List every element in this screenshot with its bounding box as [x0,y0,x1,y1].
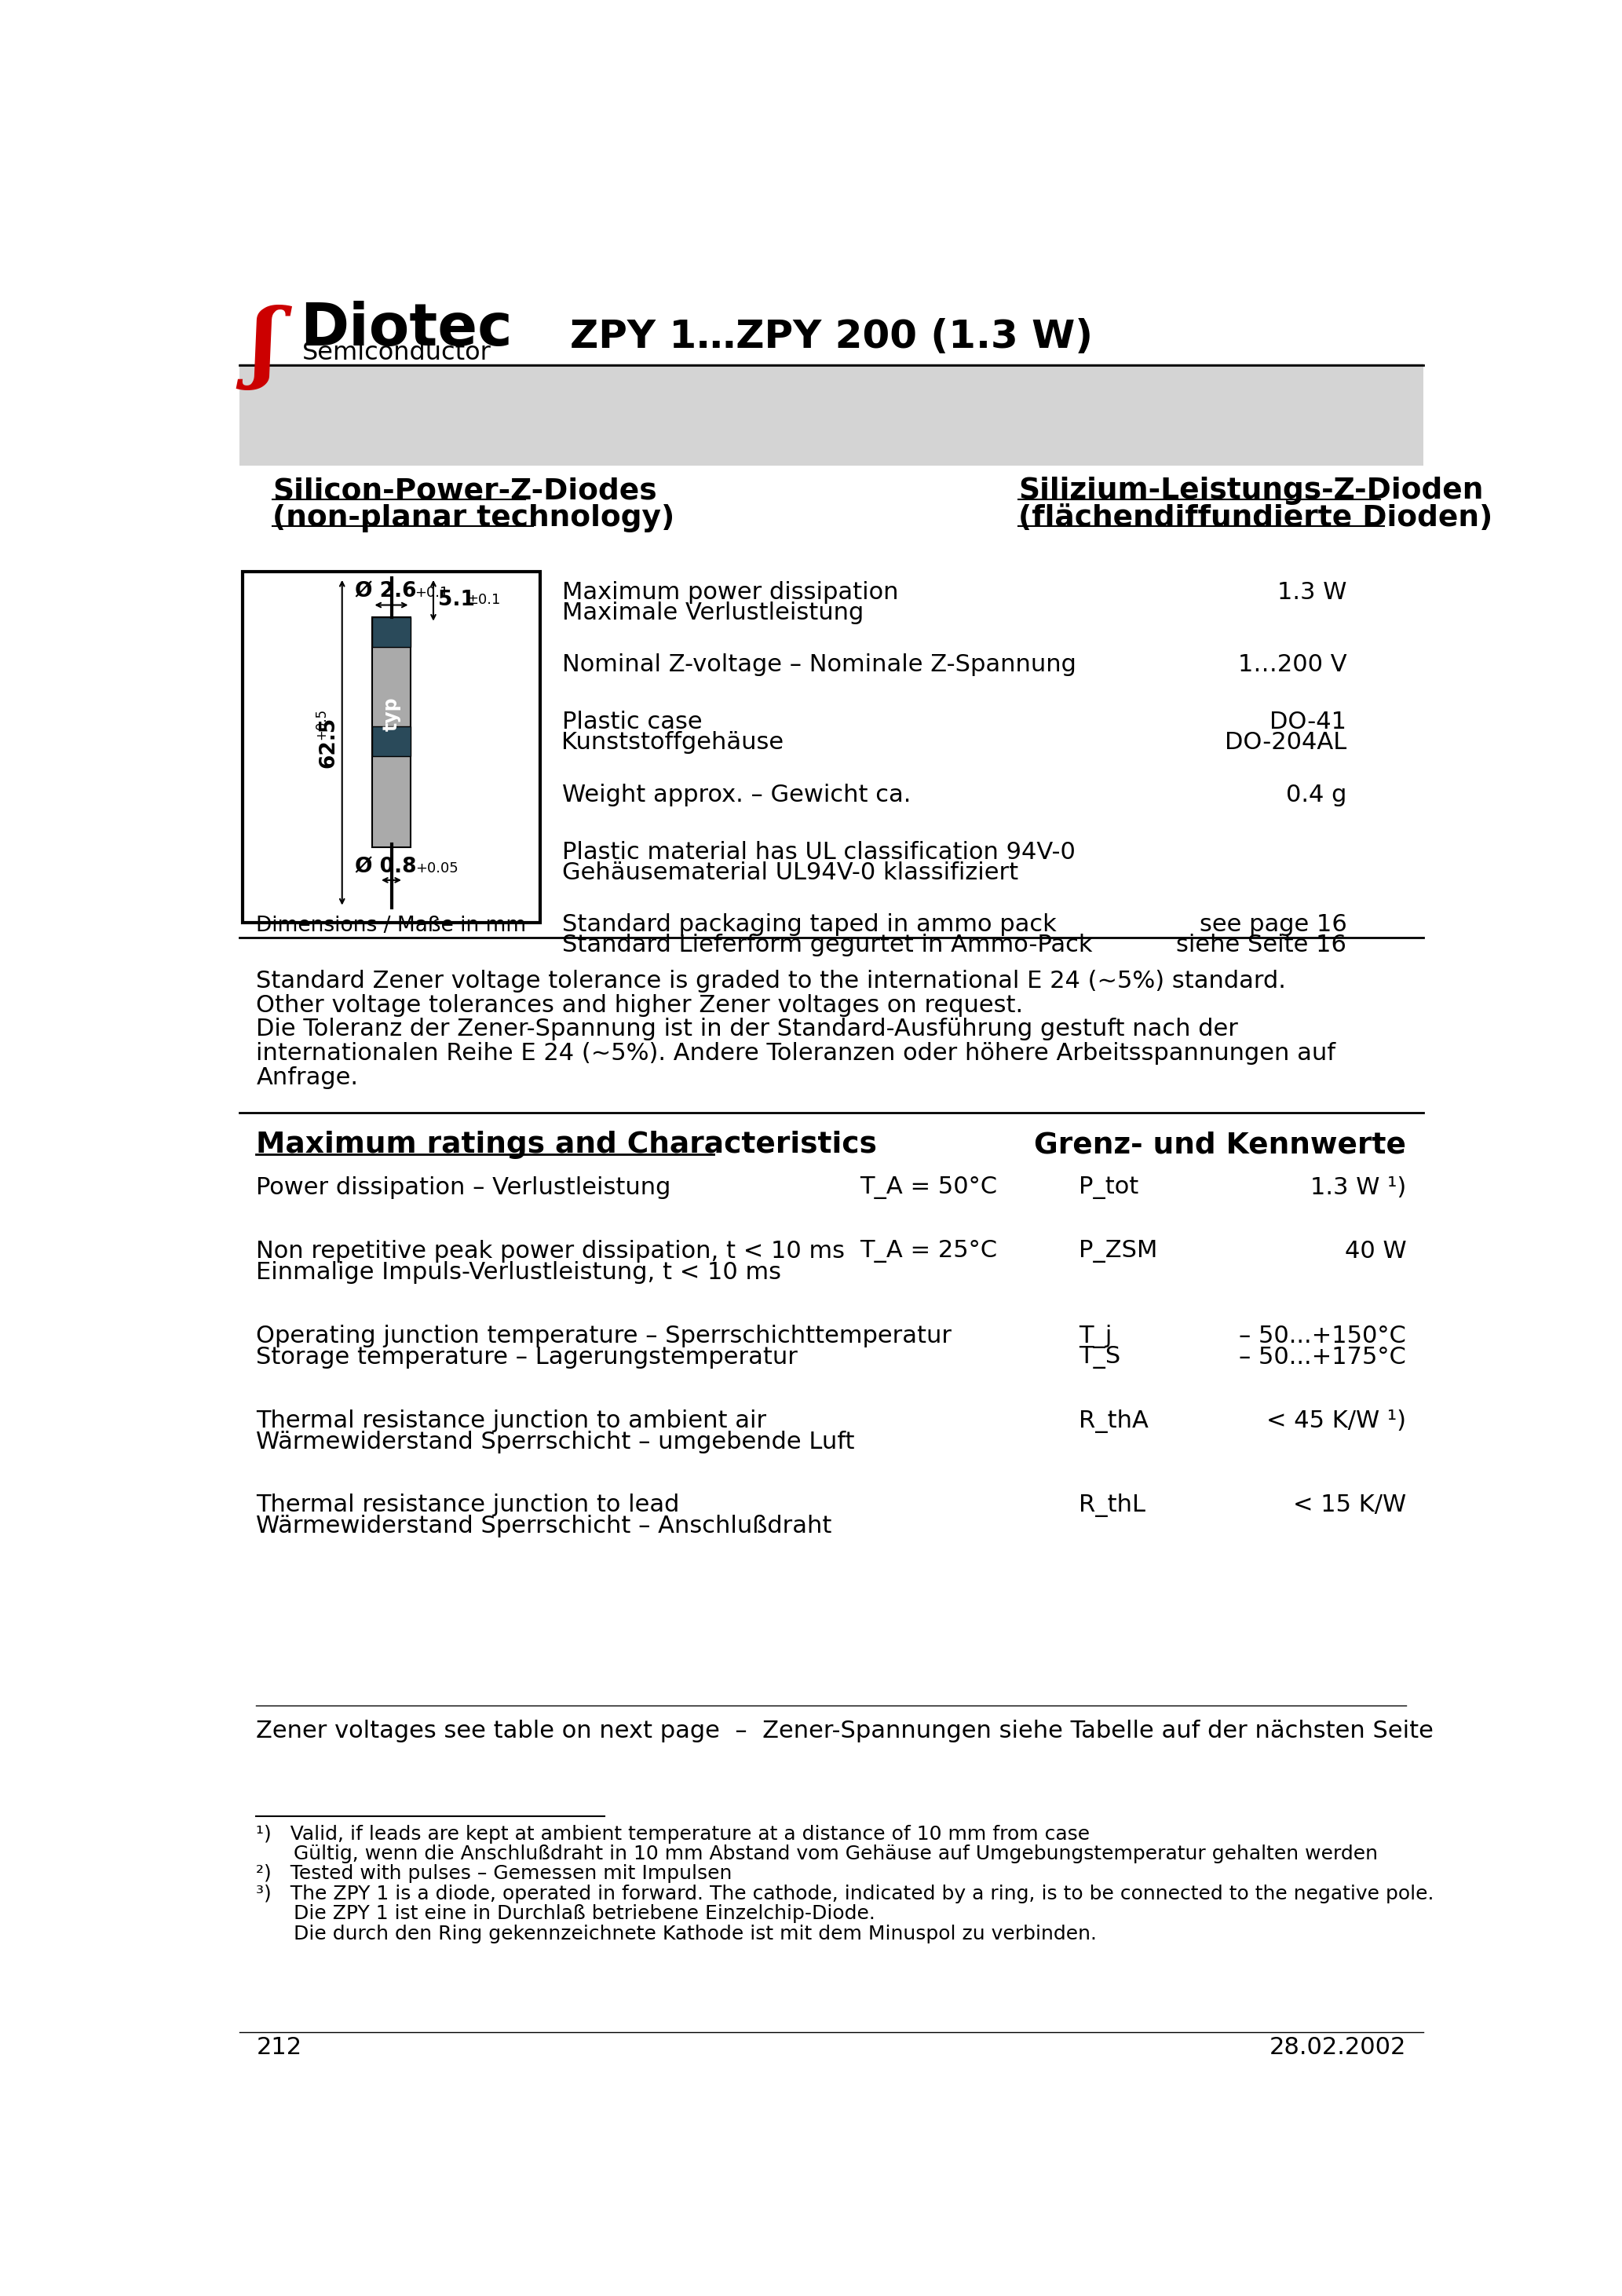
Text: 62.5: 62.5 [318,716,339,767]
Text: < 15 K/W: < 15 K/W [1293,1495,1406,1518]
Text: T_j: T_j [1079,1325,1113,1348]
Text: Kunststoffgehäuse: Kunststoffgehäuse [561,732,783,753]
Bar [240,363,1422,466]
Text: Anfrage.: Anfrage. [256,1065,358,1088]
Text: Silicon-Power-Z-Diodes: Silicon-Power-Z-Diodes [272,478,657,505]
Text: Storage temperature – Lagerungstemperatur: Storage temperature – Lagerungstemperatu… [256,1345,798,1368]
Text: Einmalige Impuls-Verlustleistung, t < 10 ms: Einmalige Impuls-Verlustleistung, t < 10… [256,1261,782,1283]
Text: Non repetitive peak power dissipation, t < 10 ms: Non repetitive peak power dissipation, t… [256,1240,845,1263]
Text: Plastic material has UL classification 94V-0: Plastic material has UL classification 9… [561,840,1075,863]
Text: P_tot: P_tot [1079,1176,1139,1199]
Text: internationalen Reihe E 24 (~5%). Andere Toleranzen oder höhere Arbeitsspannunge: internationalen Reihe E 24 (~5%). Andere… [256,1042,1337,1065]
Text: 5.1: 5.1 [438,590,475,611]
Text: (non-planar technology): (non-planar technology) [272,505,675,533]
Text: Die durch den Ring gekennzeichnete Kathode ist mit dem Minuspol zu verbinden.: Die durch den Ring gekennzeichnete Katho… [256,1924,1096,1942]
Text: Grenz- und Kennwerte: Grenz- und Kennwerte [1035,1132,1406,1159]
Text: Standard Zener voltage tolerance is graded to the international E 24 (~5%) stand: Standard Zener voltage tolerance is grad… [256,969,1286,992]
Text: Thermal resistance junction to lead: Thermal resistance junction to lead [256,1495,680,1518]
Bar [373,618,410,647]
Text: P_ZSM: P_ZSM [1079,1240,1158,1263]
Text: Power dissipation – Verlustleistung: Power dissipation – Verlustleistung [256,1176,672,1199]
Text: Thermal resistance junction to ambient air: Thermal resistance junction to ambient a… [256,1410,767,1433]
Text: Maximale Verlustleistung: Maximale Verlustleistung [561,602,863,625]
Text: < 45 K/W ¹): < 45 K/W ¹) [1267,1410,1406,1433]
Text: Other voltage tolerances and higher Zener voltages on request.: Other voltage tolerances and higher Zene… [256,994,1023,1017]
Text: – 50...+175°C: – 50...+175°C [1239,1345,1406,1368]
Text: Nominal Z-voltage – Nominale Z-Spannung: Nominal Z-voltage – Nominale Z-Spannung [561,654,1075,677]
Text: 1.3 W: 1.3 W [1277,581,1346,604]
Text: DO-204AL: DO-204AL [1225,732,1346,753]
Text: siehe Seite 16: siehe Seite 16 [1176,934,1346,957]
Text: Ø 2.6: Ø 2.6 [355,581,417,602]
Text: Semiconductor: Semiconductor [302,340,491,365]
Text: Plastic case: Plastic case [561,712,702,735]
Text: Weight approx. – Gewicht ca.: Weight approx. – Gewicht ca. [561,783,910,806]
Text: Die Toleranz der Zener-Spannung ist in der Standard-Ausführung gestuft nach der: Die Toleranz der Zener-Spannung ist in d… [256,1017,1238,1040]
Text: Wärmewiderstand Sperrschicht – Anschlußdraht: Wärmewiderstand Sperrschicht – Anschlußd… [256,1515,832,1538]
Text: Operating junction temperature – Sperrschichttemperatur: Operating junction temperature – Sperrsc… [256,1325,952,1348]
Text: +0.1: +0.1 [415,585,449,599]
Text: typ: typ [381,696,401,730]
Text: R_thA: R_thA [1079,1410,1148,1433]
Text: Maximum power dissipation: Maximum power dissipation [561,581,899,604]
Text: see page 16: see page 16 [1199,914,1346,937]
Text: Diotec: Diotec [300,301,513,358]
Text: R_thL: R_thL [1079,1495,1145,1518]
Text: ±0.1: ±0.1 [467,592,501,606]
Text: Ø 0.8: Ø 0.8 [355,856,417,877]
Text: ²)   Tested with pulses – Gemessen mit Impulsen: ²) Tested with pulses – Gemessen mit Imp… [256,1864,733,1883]
Text: T_A = 50°C: T_A = 50°C [860,1176,998,1199]
Text: Gehäusematerial UL94V-0 klassifiziert: Gehäusematerial UL94V-0 klassifiziert [561,861,1019,884]
Text: T_S: T_S [1079,1345,1121,1368]
Text: 28.02.2002: 28.02.2002 [1270,2037,1406,2060]
Text: – 50...+150°C: – 50...+150°C [1239,1325,1406,1348]
Text: 40 W: 40 W [1345,1240,1406,1263]
Text: Standard packaging taped in ammo pack: Standard packaging taped in ammo pack [561,914,1056,937]
Text: Die ZPY 1 ist eine in Durchlaß betriebene Einzelchip-Diode.: Die ZPY 1 ist eine in Durchlaß betrieben… [256,1903,876,1924]
Text: Standard Lieferform gegurtet in Ammo-Pack: Standard Lieferform gegurtet in Ammo-Pac… [561,934,1092,957]
Text: 0.4 g: 0.4 g [1286,783,1346,806]
Bar [373,618,410,847]
Text: ʃ: ʃ [250,305,279,390]
Bar [242,572,540,923]
Text: 1.3 W ¹): 1.3 W ¹) [1311,1176,1406,1199]
Text: +0.5: +0.5 [315,709,329,739]
Text: Maximum ratings and Characteristics: Maximum ratings and Characteristics [256,1132,878,1159]
Text: Zener voltages see table on next page  –  Zener-Spannungen siehe Tabelle auf der: Zener voltages see table on next page – … [256,1720,1434,1743]
Text: ³)   The ZPY 1 is a diode, operated in forward. The cathode, indicated by a ring: ³) The ZPY 1 is a diode, operated in for… [256,1885,1434,1903]
Text: ZPY 1…ZPY 200 (1.3 W): ZPY 1…ZPY 200 (1.3 W) [569,317,1093,356]
Text: (flächendiffundierte Dioden): (flächendiffundierte Dioden) [1019,505,1492,533]
Text: 1…200 V: 1…200 V [1238,654,1346,677]
Text: Gültig, wenn die Anschlußdraht in 10 mm Abstand vom Gehäuse auf Umgebungstempera: Gültig, wenn die Anschlußdraht in 10 mm … [256,1844,1379,1864]
Bar [373,726,410,755]
Text: Silizium-Leistungs-Z-Dioden: Silizium-Leistungs-Z-Dioden [1019,478,1483,505]
Text: DO-41: DO-41 [1270,712,1346,735]
Text: Wärmewiderstand Sperrschicht – umgebende Luft: Wärmewiderstand Sperrschicht – umgebende… [256,1430,855,1453]
Text: ¹)   Valid, if leads are kept at ambient temperature at a distance of 10 mm from: ¹) Valid, if leads are kept at ambient t… [256,1825,1090,1844]
Text: +0.05: +0.05 [415,861,459,875]
Text: 212: 212 [256,2037,302,2060]
Text: T_A = 25°C: T_A = 25°C [860,1240,998,1263]
Text: Dimensions / Maße in mm: Dimensions / Maße in mm [256,916,527,937]
